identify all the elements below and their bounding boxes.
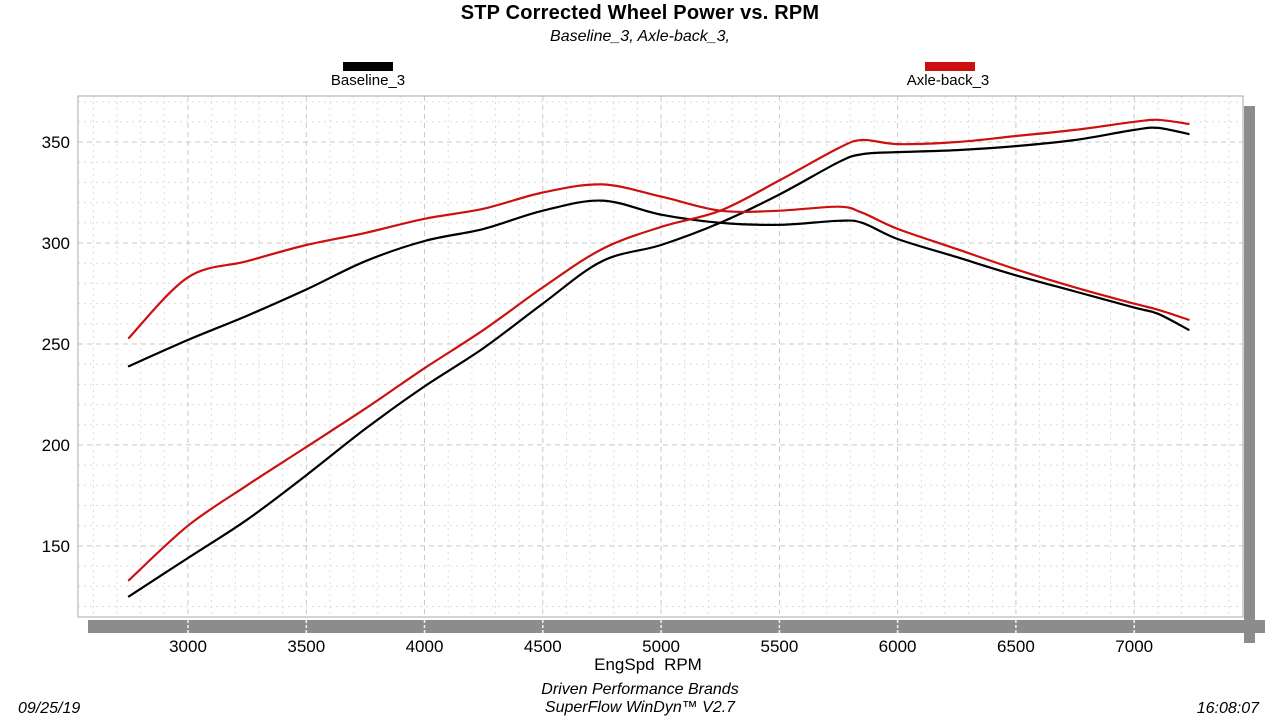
curve-axle-back-3-power	[127, 118, 1190, 582]
y-tick-label: 250	[42, 335, 70, 354]
plot-shadow-bottom	[88, 620, 1265, 633]
time-stamp: 16:08:07	[1196, 700, 1259, 717]
legend-label-baseline: Baseline_3	[330, 72, 406, 89]
footer-software-line: SuperFlow WinDyn™ V2.7	[544, 699, 736, 716]
y-tick-label: 150	[42, 537, 70, 556]
x-tick-label: 6000	[879, 637, 917, 656]
x-tick-label: 7000	[1115, 637, 1153, 656]
x-tick-label: 6500	[997, 637, 1035, 656]
plot-border	[77, 95, 1244, 618]
curve-axle-back-3-torque	[127, 183, 1190, 339]
plot-background	[78, 96, 1243, 617]
legend-swatch-axleback	[925, 62, 975, 71]
x-tick-label: 5000	[642, 637, 680, 656]
chart-subtitle: Baseline_3, Axle-back_3,	[550, 28, 730, 45]
date-stamp: 09/25/19	[18, 700, 81, 717]
chart-title: STP Corrected Wheel Power vs. RPM	[460, 2, 820, 24]
x-tick-label: 3000	[169, 637, 207, 656]
x-tick-label: 4500	[524, 637, 562, 656]
curve-baseline-3-torque	[127, 199, 1190, 368]
x-tick-label: 4000	[406, 637, 444, 656]
footer-brand-line: Driven Performance Brands	[541, 681, 739, 698]
y-tick-label: 350	[42, 133, 70, 152]
legend-swatch-baseline	[343, 62, 393, 71]
y-tick-label: 300	[42, 234, 70, 253]
y-tick-label: 200	[42, 436, 70, 455]
x-tick-label: 3500	[287, 637, 325, 656]
curve-baseline-3-power	[127, 126, 1190, 598]
plot-shadow-right	[1244, 106, 1255, 643]
x-tick-label: 5500	[760, 637, 798, 656]
x-axis-title: EngSpd RPM	[594, 655, 702, 674]
legend-label-axleback: Axle-back_3	[906, 72, 990, 89]
